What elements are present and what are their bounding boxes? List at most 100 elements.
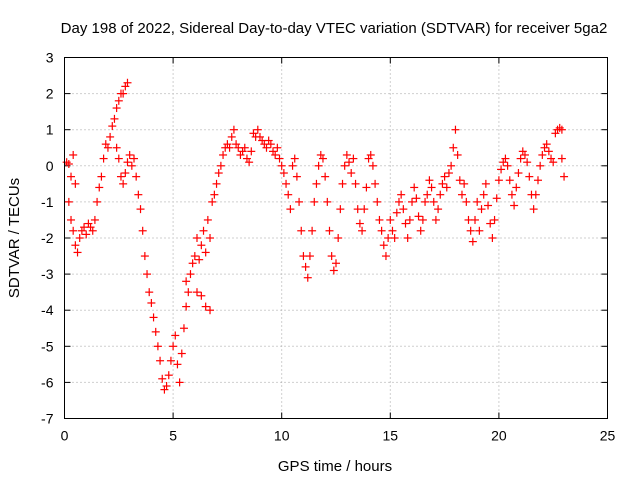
data-point	[442, 183, 451, 192]
data-point	[282, 179, 291, 188]
data-point	[473, 197, 482, 206]
data-point	[399, 205, 408, 214]
data-point	[97, 172, 106, 181]
data-point	[147, 298, 156, 307]
data-point	[490, 215, 499, 224]
data-point	[271, 150, 280, 159]
data-point	[457, 190, 466, 199]
data-point	[444, 169, 453, 178]
y-tick-label: -7	[41, 411, 54, 427]
y-tick-label: -6	[41, 374, 54, 390]
y-tick-label: -2	[41, 230, 54, 246]
data-point	[531, 190, 540, 199]
data-point	[116, 172, 125, 181]
data-point	[542, 140, 551, 149]
data-point	[388, 226, 397, 235]
data-point	[290, 154, 299, 163]
data-point	[536, 161, 545, 170]
data-point	[90, 215, 99, 224]
data-point	[547, 154, 556, 163]
data-point	[468, 237, 477, 246]
data-point	[392, 208, 401, 217]
data-point	[136, 205, 145, 214]
data-point	[64, 197, 73, 206]
data-point	[219, 150, 228, 159]
data-point	[551, 129, 560, 138]
y-tick-label: 3	[46, 50, 54, 66]
data-point	[512, 183, 521, 192]
data-point	[488, 234, 497, 242]
data-point	[112, 104, 121, 113]
data-point	[479, 190, 488, 199]
data-point	[507, 190, 516, 199]
data-point	[273, 143, 282, 152]
data-point	[162, 382, 171, 391]
data-point	[486, 219, 495, 228]
data-point	[338, 179, 347, 188]
data-point	[405, 215, 414, 224]
data-point	[460, 179, 469, 188]
data-point	[544, 147, 553, 156]
data-point	[125, 150, 134, 159]
data-point	[494, 176, 503, 185]
data-point	[262, 143, 271, 152]
data-point	[481, 179, 490, 188]
data-point	[199, 226, 208, 235]
y-tick-label: 0	[46, 158, 54, 174]
data-point	[449, 143, 458, 152]
data-point	[64, 159, 73, 168]
data-point	[355, 219, 364, 228]
data-point	[119, 89, 128, 98]
data-point	[284, 190, 293, 199]
data-point	[149, 313, 158, 322]
data-point	[67, 172, 76, 181]
data-point	[434, 205, 443, 214]
data-point	[119, 179, 128, 188]
data-point	[216, 161, 225, 170]
y-tick-label: 1	[46, 122, 54, 138]
data-point	[349, 154, 358, 163]
data-point	[192, 288, 201, 297]
x-tick-label: 0	[61, 428, 69, 444]
data-point	[186, 270, 195, 279]
y-axis-label: SDTVAR / TECUs	[6, 178, 23, 298]
y-tick-label: 2	[46, 86, 54, 102]
data-point	[514, 169, 523, 178]
data-point	[555, 123, 564, 132]
data-point	[123, 78, 132, 87]
data-point	[269, 147, 278, 156]
data-point	[82, 230, 91, 239]
data-point	[475, 226, 484, 235]
data-point	[362, 183, 371, 192]
data-point	[101, 140, 110, 149]
data-point	[436, 190, 445, 199]
data-point	[401, 219, 410, 228]
data-point	[477, 205, 486, 214]
data-point	[177, 349, 186, 358]
data-point	[505, 176, 514, 185]
x-tick-labels: 0 5 10 15 20 25	[61, 428, 616, 444]
data-point	[127, 161, 136, 170]
data-point	[423, 190, 432, 199]
data-point	[151, 327, 160, 336]
data-point	[305, 252, 314, 261]
data-point	[232, 140, 241, 149]
data-point	[453, 150, 462, 159]
x-axis-label: GPS time / hours	[278, 458, 392, 475]
data-point	[455, 176, 464, 185]
data-point	[69, 150, 78, 159]
data-point	[438, 179, 447, 188]
data-point	[195, 255, 204, 264]
data-point	[347, 169, 356, 178]
data-point	[275, 154, 284, 163]
data-point	[192, 234, 201, 242]
data-point	[332, 259, 340, 268]
data-point	[249, 129, 258, 138]
data-point	[295, 197, 304, 206]
data-point	[394, 197, 403, 206]
data-point	[112, 143, 121, 152]
data-point	[292, 172, 301, 181]
data-point	[266, 140, 275, 149]
data-point	[103, 143, 112, 152]
